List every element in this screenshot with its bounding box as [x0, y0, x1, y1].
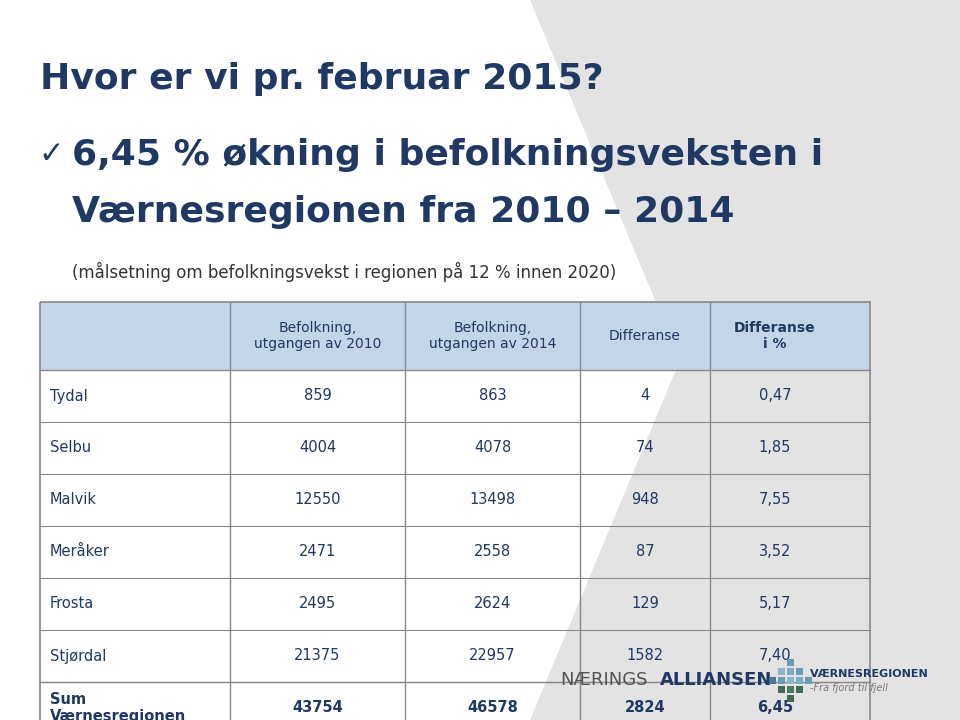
Text: 6,45: 6,45: [756, 701, 793, 716]
Text: 7,55: 7,55: [758, 492, 791, 508]
Text: Værnesregionen fra 2010 – 2014: Værnesregionen fra 2010 – 2014: [72, 195, 734, 229]
Bar: [804, 677, 811, 683]
Bar: [786, 685, 794, 693]
Text: 859: 859: [303, 389, 331, 403]
Text: Differanse: Differanse: [609, 329, 681, 343]
Bar: [786, 677, 794, 683]
Text: Malvik: Malvik: [50, 492, 97, 508]
Text: Hvor er vi pr. februar 2015?: Hvor er vi pr. februar 2015?: [40, 62, 604, 96]
Text: 13498: 13498: [469, 492, 516, 508]
Text: 7,40: 7,40: [758, 649, 791, 664]
Bar: [40, 302, 870, 370]
Text: 129: 129: [631, 596, 659, 611]
Text: 1,85: 1,85: [758, 441, 791, 456]
Text: 863: 863: [479, 389, 506, 403]
Bar: [796, 677, 803, 683]
Bar: [778, 685, 784, 693]
Text: Befolkning,
utgangen av 2014: Befolkning, utgangen av 2014: [429, 321, 556, 351]
Text: Differanse
i %: Differanse i %: [734, 321, 816, 351]
Text: 2495: 2495: [299, 596, 336, 611]
Text: 46578: 46578: [468, 701, 518, 716]
Text: 948: 948: [631, 492, 659, 508]
Text: NÆRINGS: NÆRINGS: [560, 671, 647, 689]
Text: Stjørdal: Stjørdal: [50, 649, 107, 664]
Text: 2558: 2558: [474, 544, 511, 559]
Bar: [40, 302, 870, 720]
Text: VÆRNESREGIONEN: VÆRNESREGIONEN: [810, 669, 928, 679]
Text: 21375: 21375: [295, 649, 341, 664]
Text: Meråker: Meråker: [50, 544, 109, 559]
Text: 3,52: 3,52: [758, 544, 791, 559]
Text: Selbu: Selbu: [50, 441, 91, 456]
Text: Tydal: Tydal: [50, 389, 87, 403]
Bar: [778, 677, 784, 683]
Text: 1582: 1582: [627, 649, 663, 664]
Text: Befolkning,
utgangen av 2010: Befolkning, utgangen av 2010: [253, 321, 381, 351]
Text: 2471: 2471: [299, 544, 336, 559]
Bar: [786, 695, 794, 701]
Text: 43754: 43754: [292, 701, 343, 716]
Bar: [778, 667, 784, 675]
Text: (målsetning om befolkningsvekst i regionen på 12 % innen 2020): (målsetning om befolkningsvekst i region…: [72, 262, 616, 282]
Text: 22957: 22957: [469, 649, 516, 664]
Text: -Fra fjord til fjell: -Fra fjord til fjell: [810, 683, 888, 693]
Bar: [796, 667, 803, 675]
Bar: [786, 659, 794, 665]
Text: 4004: 4004: [299, 441, 336, 456]
Text: 2624: 2624: [474, 596, 511, 611]
Text: 2824: 2824: [625, 701, 665, 716]
Text: 6,45 % økning i befolkningsveksten i: 6,45 % økning i befolkningsveksten i: [72, 138, 823, 172]
Text: 4078: 4078: [474, 441, 511, 456]
Text: 4: 4: [640, 389, 650, 403]
Bar: [796, 685, 803, 693]
Text: Sum
Værnesregionen: Sum Værnesregionen: [50, 692, 186, 720]
Text: 0,47: 0,47: [758, 389, 791, 403]
Text: Frosta: Frosta: [50, 596, 94, 611]
Text: ✓: ✓: [38, 140, 63, 169]
Text: 74: 74: [636, 441, 655, 456]
Bar: [786, 667, 794, 675]
Text: 5,17: 5,17: [758, 596, 791, 611]
Text: 12550: 12550: [295, 492, 341, 508]
Polygon shape: [530, 0, 960, 720]
Text: ALLIANSEN: ALLIANSEN: [660, 671, 773, 689]
Bar: [769, 677, 776, 683]
Text: 87: 87: [636, 544, 655, 559]
